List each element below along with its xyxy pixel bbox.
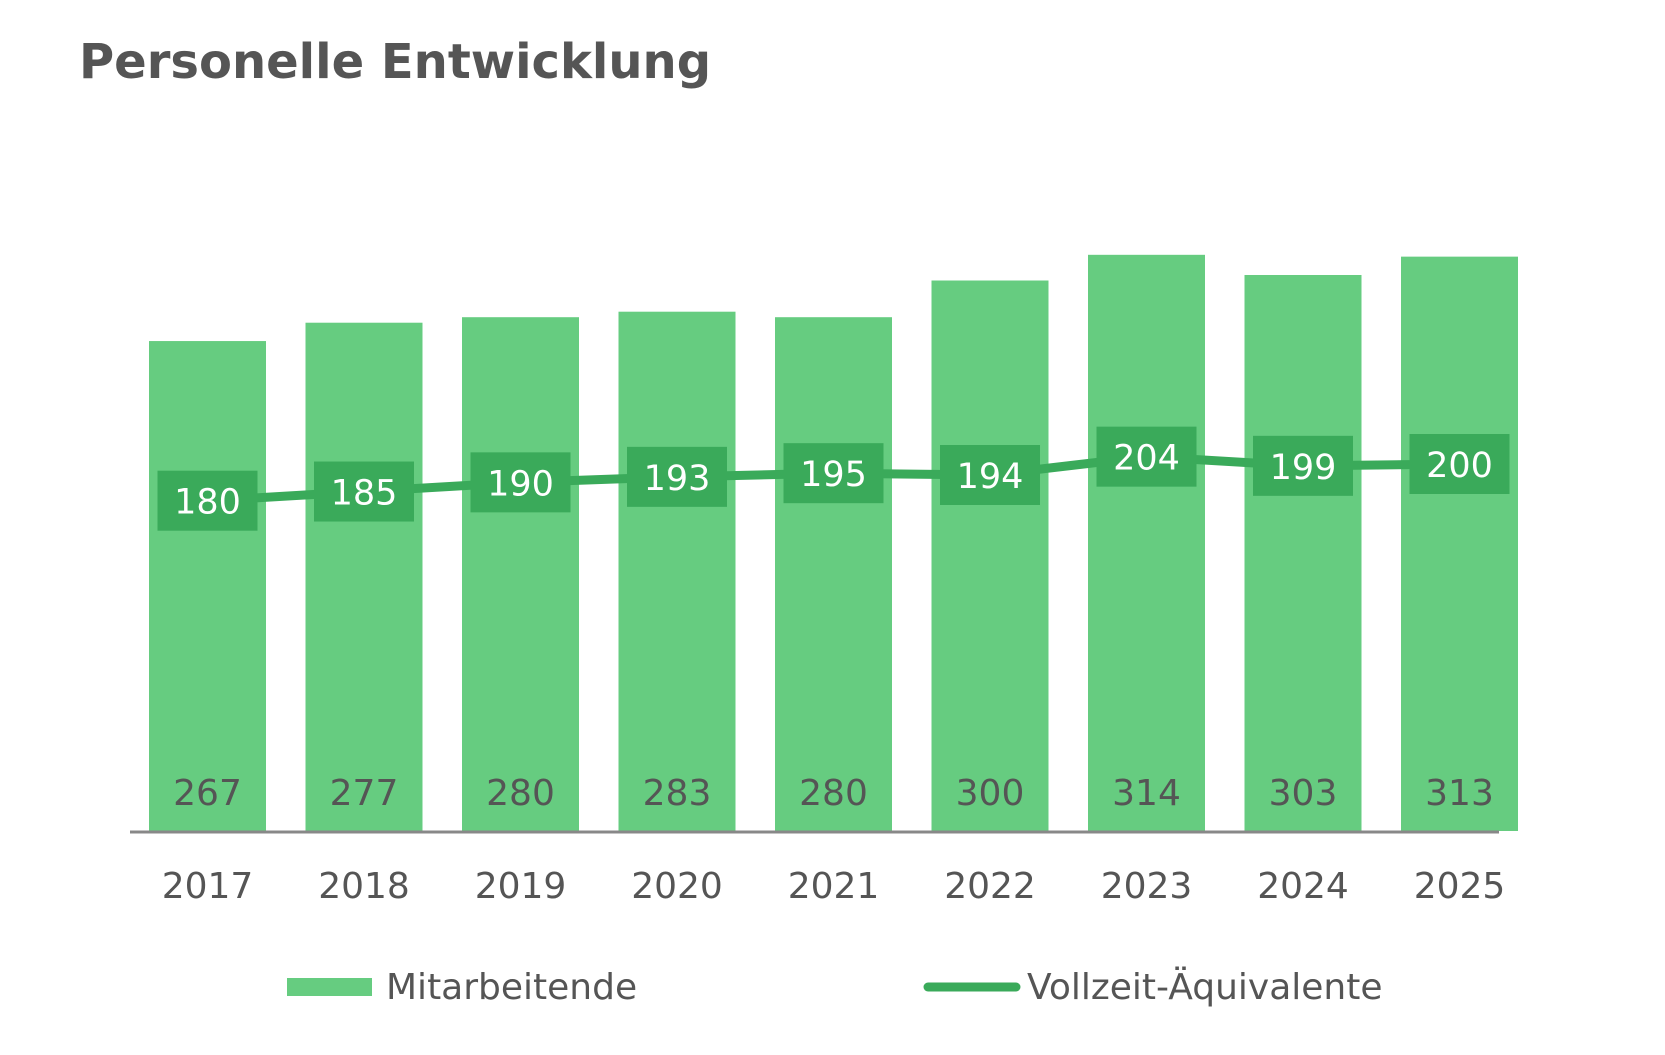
line-point-box xyxy=(783,443,884,504)
x-tick-label: 2021 xyxy=(788,866,880,907)
bar-value-label: 300 xyxy=(956,773,1025,814)
bar-value-label: 313 xyxy=(1425,773,1494,814)
legend-label-line: Vollzeit-Äquivalente xyxy=(1027,966,1382,1008)
bar-value-label: 267 xyxy=(173,773,242,814)
line-value-label: 193 xyxy=(644,459,711,499)
bar-2017 xyxy=(149,341,266,831)
line-value-label: 204 xyxy=(1113,439,1180,479)
x-tick-label: 2017 xyxy=(162,866,254,907)
chart-title: Personelle Entwicklung xyxy=(79,34,712,90)
bar-value-label: 314 xyxy=(1112,773,1181,814)
line-value-label: 194 xyxy=(957,457,1024,497)
bar-2023 xyxy=(1088,254,1205,831)
line-point-box xyxy=(314,461,414,522)
x-tick-label: 2018 xyxy=(318,866,410,907)
line-point-box xyxy=(1253,435,1353,496)
line-value-label: 195 xyxy=(800,455,867,495)
bar-2021 xyxy=(775,317,892,831)
x-tick-label: 2020 xyxy=(631,866,723,907)
bar-value-label: 277 xyxy=(330,773,399,814)
line-point-box xyxy=(627,446,727,507)
bar-value-label: 303 xyxy=(1269,773,1338,814)
line-point-box xyxy=(157,470,258,531)
legend-label-bars: Mitarbeitende xyxy=(386,967,637,1008)
line-point-box xyxy=(940,445,1040,506)
line-value-label: 185 xyxy=(331,474,398,514)
x-tick-label: 2023 xyxy=(1101,866,1193,907)
bar-2024 xyxy=(1244,274,1362,831)
bar-2018 xyxy=(305,322,423,831)
bar-value-label: 280 xyxy=(486,773,555,814)
bar-2020 xyxy=(618,311,736,831)
x-tick-label: 2024 xyxy=(1257,866,1349,907)
line-point-box xyxy=(470,452,571,513)
bar-value-label: 280 xyxy=(799,773,868,814)
line-point-box xyxy=(1096,426,1197,487)
bar-2022 xyxy=(931,280,1049,831)
line-value-label: 199 xyxy=(1270,448,1337,488)
line-point-box xyxy=(1409,434,1510,494)
bar-2019 xyxy=(462,317,579,831)
bar-value-label: 283 xyxy=(643,773,712,814)
x-tick-label: 2022 xyxy=(944,866,1036,907)
line-value-label: 200 xyxy=(1426,446,1493,486)
line-value-label: 180 xyxy=(174,483,241,523)
x-tick-label: 2025 xyxy=(1414,866,1506,907)
legend-swatch-bars xyxy=(287,978,372,996)
bar-2025 xyxy=(1401,256,1518,831)
line-value-label: 190 xyxy=(487,464,554,504)
x-tick-label: 2019 xyxy=(475,866,567,907)
